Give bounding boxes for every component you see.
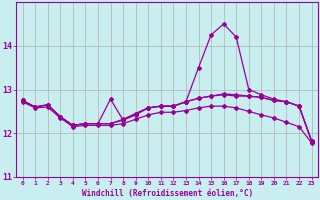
X-axis label: Windchill (Refroidissement éolien,°C): Windchill (Refroidissement éolien,°C) bbox=[82, 189, 253, 198]
